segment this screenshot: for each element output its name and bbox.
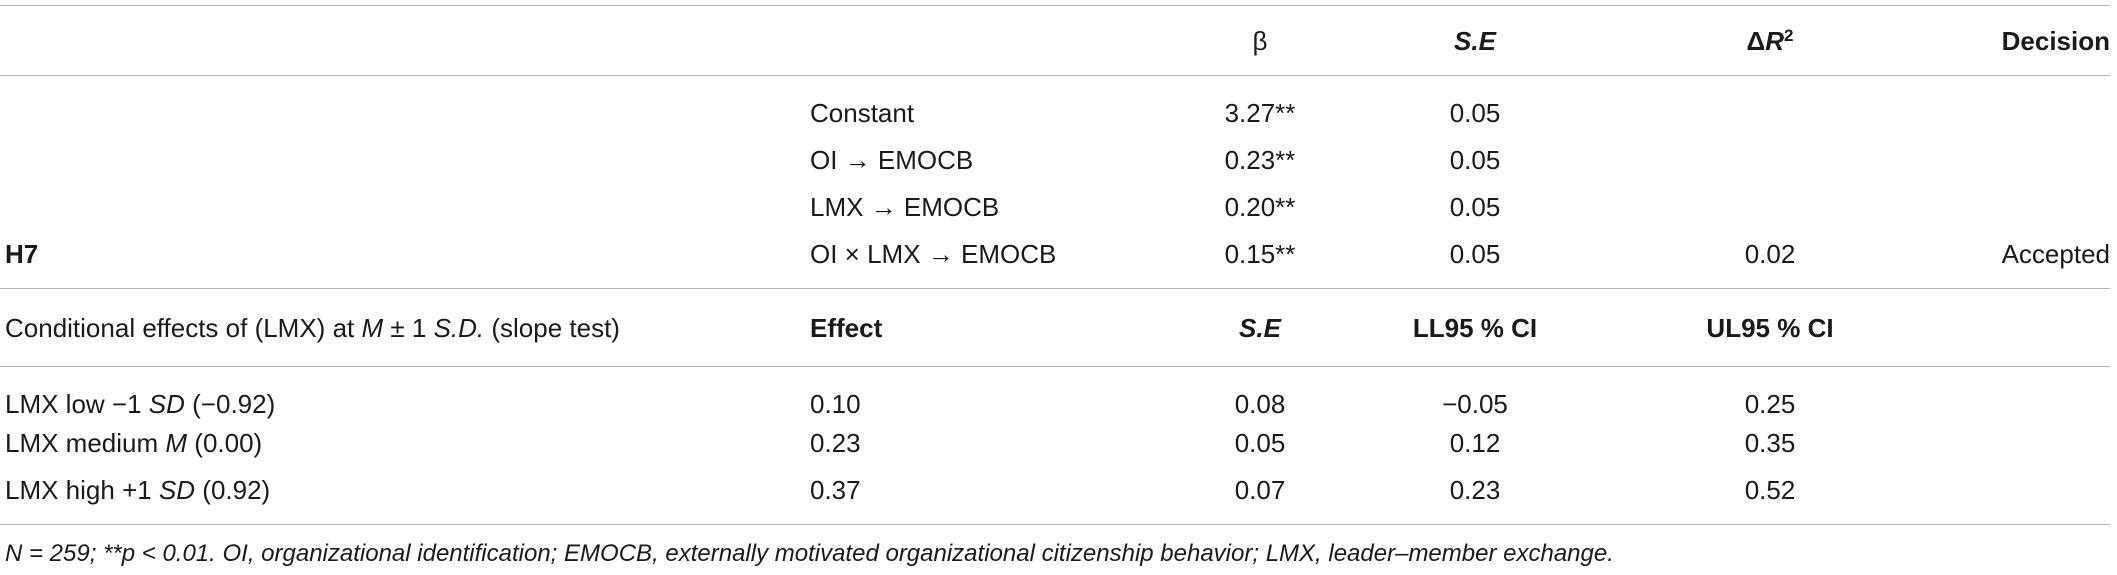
model-se: 0.05 — [1449, 239, 1501, 269]
model-se: 0.05 — [1449, 98, 1501, 128]
conditional-header-ul: UL95 % CI — [1706, 313, 1834, 343]
model-se: 0.05 — [1449, 192, 1501, 222]
table-top-rule — [0, 5, 2110, 6]
model-beta: 0.20** — [1224, 192, 1296, 222]
conditional-ul: 0.35 — [1744, 428, 1796, 458]
header-rule — [0, 75, 2110, 76]
conditional-ll: −0.05 — [1442, 389, 1508, 419]
header-delta-r2: ΔR2 — [1746, 26, 1794, 56]
conditional-header-effect: Effect — [810, 313, 883, 343]
conditional-header-label: Conditional effects of (LMX) at M ± 1 S.… — [5, 313, 620, 343]
conditional-header-se: S.E — [1239, 313, 1281, 343]
model-term: Constant — [810, 98, 915, 128]
model-term: LMX → EMOCB — [810, 192, 1000, 222]
model-se: 0.05 — [1449, 145, 1501, 175]
conditional-header-ll: LL95 % CI — [1412, 313, 1538, 343]
header-beta: β — [1252, 26, 1268, 56]
conditional-se: 0.07 — [1234, 475, 1286, 505]
model-delta-r2: 0.02 — [1744, 239, 1796, 269]
table-footnote: N = 259; **p < 0.01. OI, organizational … — [5, 540, 1614, 567]
model-decision: Accepted — [2001, 239, 2110, 269]
model-beta: 0.23** — [1224, 145, 1296, 175]
conditional-label: LMX high +1 SD (0.92) — [5, 475, 271, 505]
header-decision: Decision — [2001, 26, 2110, 56]
model-term: OI × LMX → EMOCB — [810, 239, 1057, 269]
conditional-se: 0.05 — [1234, 428, 1286, 458]
section-rule — [0, 288, 2110, 289]
model-term: OI → EMOCB — [810, 145, 974, 175]
conditional-ll: 0.23 — [1449, 475, 1501, 505]
conditional-ul: 0.52 — [1744, 475, 1796, 505]
conditional-label: LMX medium M (0.00) — [5, 428, 263, 458]
conditional-effect: 0.37 — [810, 475, 861, 505]
header-se: S.E — [1454, 26, 1496, 56]
conditional-effect: 0.10 — [810, 389, 861, 419]
model-beta: 0.15** — [1224, 239, 1296, 269]
model-hypothesis: H7 — [5, 239, 39, 269]
conditional-effect: 0.23 — [810, 428, 861, 458]
conditional-ul: 0.25 — [1744, 389, 1796, 419]
conditional-se: 0.08 — [1234, 389, 1286, 419]
conditional-ll: 0.12 — [1449, 428, 1501, 458]
conditional-header-rule — [0, 366, 2110, 367]
model-beta: 3.27** — [1224, 98, 1296, 128]
table-bottom-rule — [0, 524, 2110, 525]
conditional-label: LMX low −1 SD (−0.92) — [5, 389, 276, 419]
